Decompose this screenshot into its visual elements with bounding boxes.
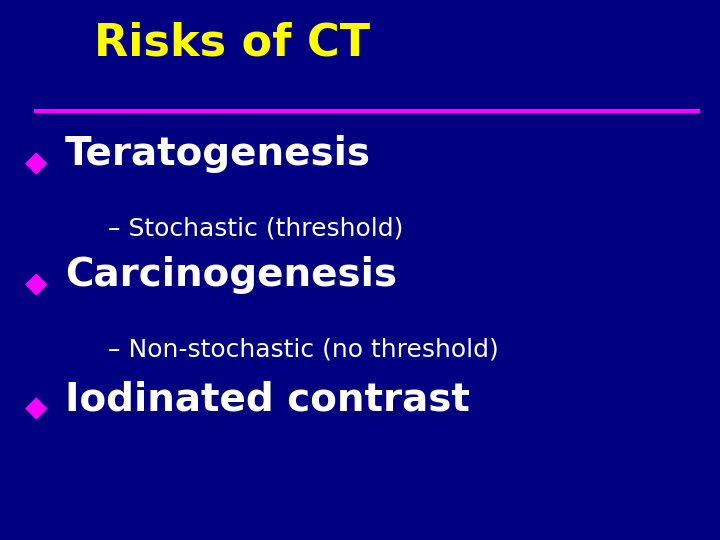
- Text: – Non-stochastic (no threshold): – Non-stochastic (no threshold): [108, 338, 499, 362]
- Text: Iodinated contrast: Iodinated contrast: [65, 381, 469, 418]
- Text: ◆: ◆: [24, 395, 48, 423]
- Text: Teratogenesis: Teratogenesis: [65, 135, 371, 173]
- Text: ◆: ◆: [24, 271, 48, 299]
- Text: – Stochastic (threshold): – Stochastic (threshold): [108, 217, 403, 240]
- Text: Risks of CT: Risks of CT: [94, 22, 370, 65]
- Text: ◆: ◆: [24, 149, 48, 177]
- Text: Carcinogenesis: Carcinogenesis: [65, 256, 397, 294]
